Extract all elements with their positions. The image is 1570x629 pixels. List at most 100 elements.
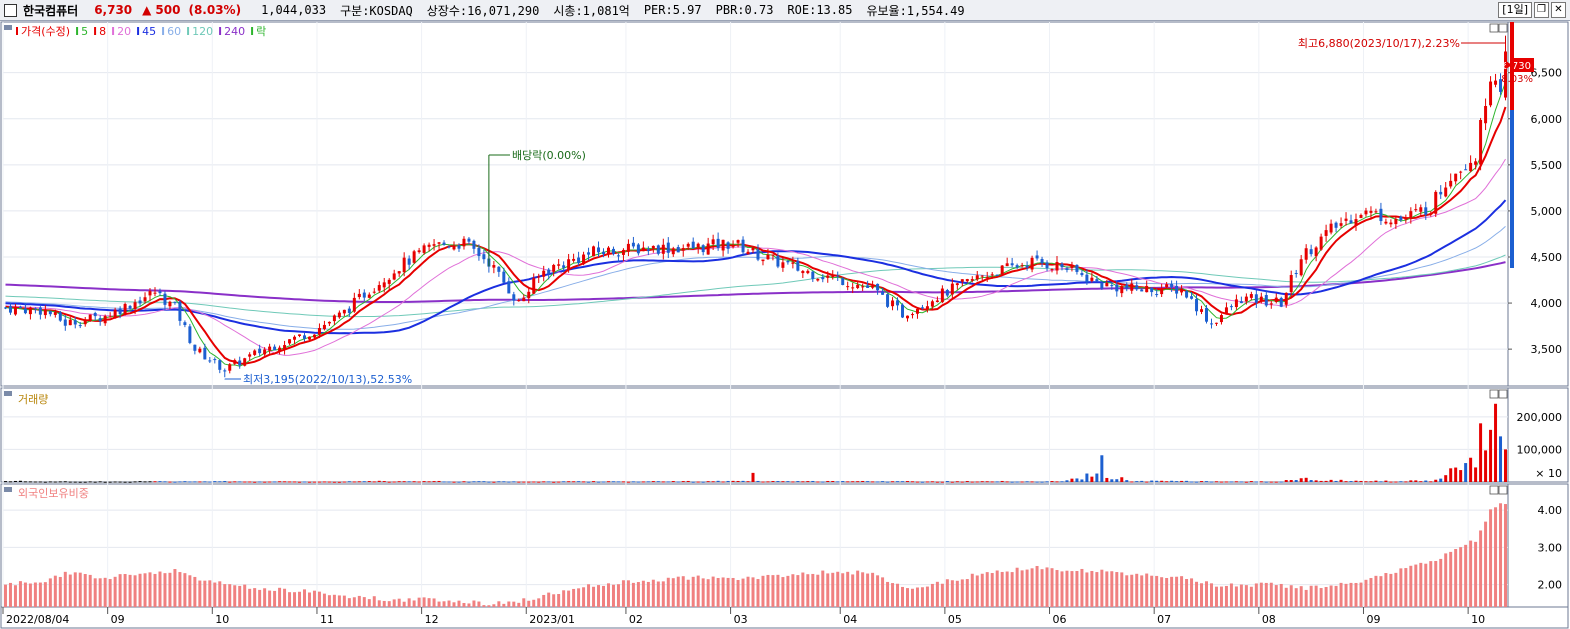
- volume-bar: [1449, 468, 1453, 482]
- volume-bar: [831, 480, 835, 482]
- foreign-bar: [188, 575, 192, 607]
- volume-bar: [1025, 481, 1029, 483]
- volume-bar: [1165, 481, 1169, 483]
- candle-body: [826, 275, 830, 278]
- candle-body: [1424, 207, 1428, 215]
- foreign-bar: [1434, 560, 1438, 607]
- foreign-bar: [631, 582, 635, 607]
- volume-tick-label: 100,000: [1517, 443, 1563, 456]
- foreign-bar: [1050, 568, 1054, 607]
- foreign-bar: [935, 581, 939, 607]
- candle-body: [1060, 263, 1064, 268]
- volume-bar: [128, 481, 132, 483]
- candle-body: [1464, 169, 1468, 171]
- volume-bar: [422, 481, 426, 483]
- candle-body: [965, 279, 969, 282]
- volume-bar: [960, 481, 964, 483]
- candle-body: [611, 248, 615, 254]
- volume-bar: [1085, 473, 1089, 482]
- volume-bar: [756, 480, 760, 482]
- candle-body: [228, 364, 232, 371]
- volume-bar: [1469, 457, 1473, 482]
- foreign-bar: [1145, 573, 1149, 607]
- price-tick-label: 6,500: [1531, 67, 1563, 80]
- foreign-bar: [8, 582, 12, 607]
- volume-bar: [1000, 480, 1004, 482]
- panel-handle-icon: [4, 487, 12, 492]
- candle-body: [915, 308, 919, 314]
- foreign-bar: [1299, 586, 1303, 607]
- candle-body: [153, 292, 157, 294]
- volume-bar: [467, 481, 471, 483]
- foreign-bar: [183, 573, 187, 607]
- foreign-bar: [582, 587, 586, 607]
- close-icon[interactable]: ✕: [1551, 2, 1566, 18]
- foreign-bar: [796, 575, 800, 607]
- candle-body: [362, 292, 366, 298]
- volume-bar: [1214, 481, 1218, 483]
- foreign-bar: [701, 578, 705, 607]
- volume-bar: [53, 481, 57, 483]
- stock-header: 한국컴퓨터 6,730 ▲ 500 (8.03%) 1,044,033 구분:K…: [0, 0, 1570, 21]
- candle-body: [1484, 106, 1488, 124]
- volume-bar: [1205, 481, 1208, 483]
- volume-bar: [298, 481, 302, 483]
- candle-body: [288, 339, 292, 344]
- volume-bar: [1209, 481, 1213, 483]
- current-price: 6,730: [94, 3, 133, 17]
- candle-body: [23, 308, 27, 314]
- volume-bar: [163, 481, 167, 483]
- period-selector[interactable]: [1일]: [1498, 2, 1532, 18]
- candle-body: [263, 349, 267, 355]
- foreign-bar: [352, 597, 356, 607]
- volume-bar: [123, 481, 127, 483]
- foreign-bar: [163, 573, 167, 607]
- candle-body: [402, 257, 406, 273]
- volume-bar: [307, 481, 311, 483]
- foreign-bar: [791, 574, 795, 607]
- candle-body: [238, 360, 242, 366]
- foreign-bar: [756, 579, 760, 607]
- volume-bar: [293, 481, 297, 483]
- foreign-bar: [1254, 583, 1258, 607]
- candle-body: [562, 265, 566, 268]
- volume-bar: [228, 481, 232, 483]
- candle-body: [457, 245, 461, 249]
- foreign-bar: [726, 577, 730, 607]
- foreign-bar: [661, 581, 665, 607]
- volume-bar: [891, 481, 895, 483]
- volume-bar: [1494, 403, 1498, 482]
- volume-bar: [13, 480, 17, 482]
- volume-bar: [547, 481, 551, 483]
- volume-bar: [178, 481, 182, 483]
- volume-bar: [203, 481, 207, 483]
- date-tick-label: 09: [111, 613, 125, 626]
- volume-bar: [711, 481, 715, 483]
- foreign-bar: [721, 577, 725, 607]
- volume-bar: [502, 481, 506, 483]
- volume-bar: [143, 481, 147, 483]
- foreign-bar: [512, 601, 516, 607]
- volume-bar: [322, 481, 326, 483]
- volume-bar: [597, 481, 601, 483]
- ma8-line: [5, 106, 1507, 365]
- candle-body: [1404, 217, 1408, 220]
- volume-bar: [1244, 481, 1248, 483]
- candle-body: [786, 260, 790, 263]
- foreign-bar: [1344, 583, 1348, 607]
- volume-bar: [158, 481, 162, 483]
- stock-name[interactable]: 한국컴퓨터: [23, 3, 79, 18]
- foreign-bar: [228, 584, 232, 607]
- foreign-bar: [930, 583, 934, 607]
- volume-bar: [701, 481, 705, 483]
- foreign-bar: [1209, 583, 1213, 607]
- foreign-bar: [1244, 585, 1248, 607]
- volume-bar: [317, 481, 321, 483]
- foreign-bar: [327, 595, 331, 607]
- foreign-bar: [950, 580, 954, 607]
- candle-body: [806, 270, 810, 274]
- foreign-bar: [298, 591, 302, 607]
- select-checkbox[interactable]: [4, 3, 17, 17]
- restore-icon[interactable]: ❐: [1534, 2, 1549, 18]
- candle-body: [1115, 284, 1119, 292]
